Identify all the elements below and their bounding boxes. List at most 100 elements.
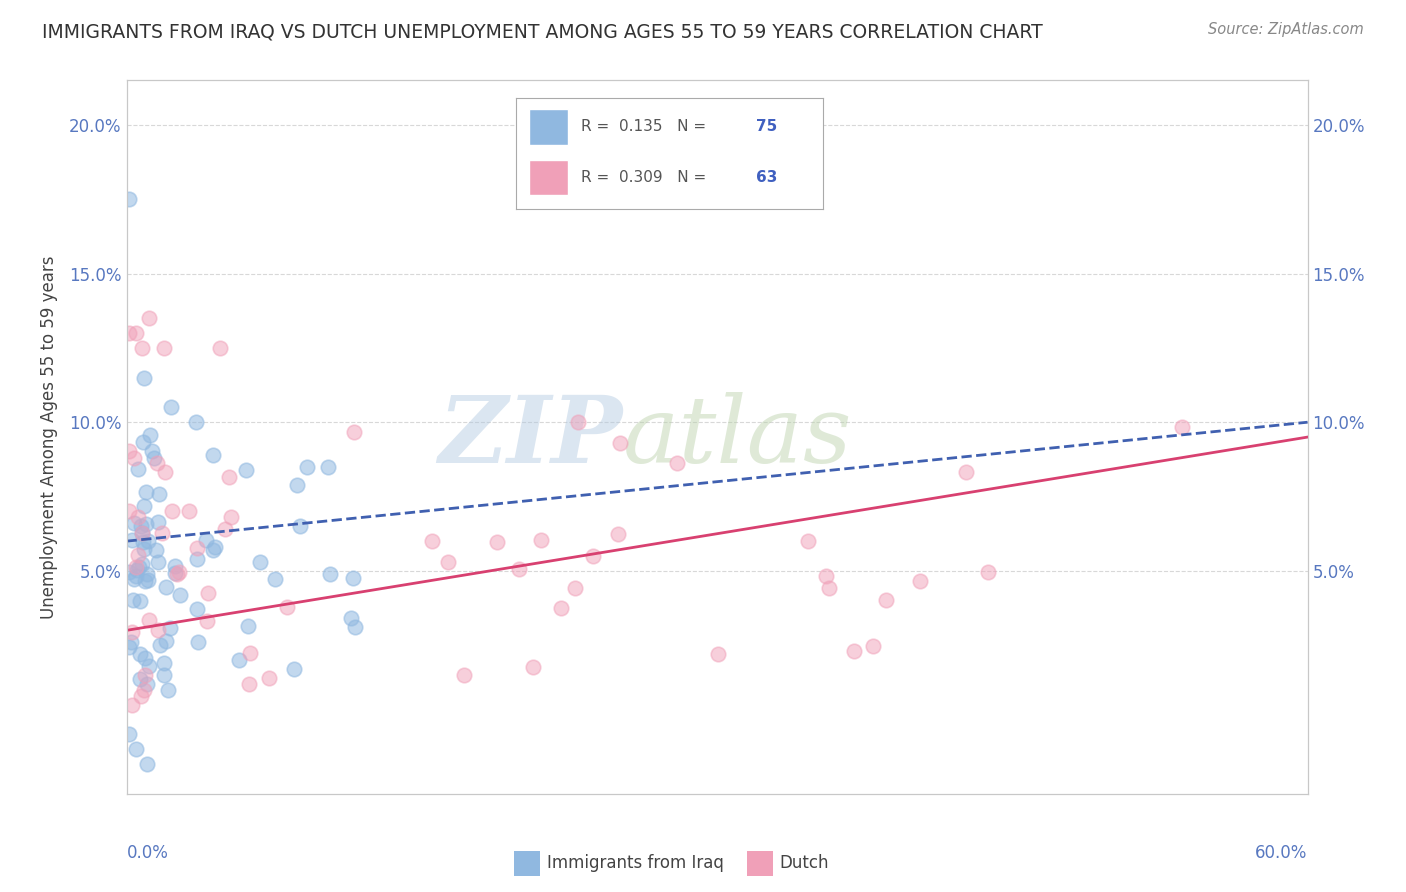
Point	[609, 435, 631, 450]
Y-axis label: Unemployment Among Ages 55 to 59 years: Unemployment Among Ages 55 to 59 years	[39, 255, 58, 619]
Point	[129, 519, 152, 533]
Point	[121, 625, 143, 640]
Point	[437, 555, 460, 569]
Point	[117, 565, 139, 579]
Text: IMMIGRANTS FROM IRAQ VS DUTCH UNEMPLOYMENT AMONG AGES 55 TO 59 YEARS CORRELATION: IMMIGRANTS FROM IRAQ VS DUTCH UNEMPLOYME…	[42, 22, 1043, 41]
Point	[875, 592, 897, 607]
Point	[814, 569, 837, 583]
Point	[522, 660, 544, 674]
Point	[149, 638, 172, 652]
Point	[228, 653, 250, 667]
Point	[340, 611, 363, 625]
Point	[195, 615, 218, 629]
Point	[288, 519, 311, 533]
Point	[134, 682, 156, 697]
Point	[818, 581, 841, 595]
Point	[138, 573, 160, 587]
Text: 60.0%: 60.0%	[1256, 844, 1308, 862]
Point	[177, 504, 200, 518]
Point	[582, 549, 605, 563]
Point	[131, 341, 153, 355]
Point	[125, 742, 148, 756]
Point	[607, 526, 630, 541]
Point	[134, 650, 156, 665]
Point	[197, 586, 219, 600]
Point	[219, 509, 242, 524]
Point	[129, 672, 152, 686]
Point	[249, 555, 271, 569]
Point	[127, 548, 149, 562]
Point	[908, 574, 931, 589]
Point	[129, 594, 152, 608]
Point	[186, 551, 208, 566]
Point	[134, 574, 156, 588]
Point	[136, 757, 159, 772]
Point	[122, 593, 145, 607]
Point	[122, 451, 145, 466]
Point	[160, 504, 183, 518]
Bar	[747, 851, 772, 876]
Point	[169, 588, 191, 602]
Point	[153, 668, 176, 682]
Point	[132, 535, 155, 549]
Point	[319, 566, 342, 581]
Point	[263, 572, 285, 586]
Point	[121, 698, 143, 712]
Point	[134, 541, 156, 556]
Point	[118, 326, 141, 340]
Point	[117, 504, 139, 518]
Point	[122, 572, 145, 586]
Point	[159, 621, 181, 635]
Text: Source: ZipAtlas.com: Source: ZipAtlas.com	[1208, 22, 1364, 37]
Point	[125, 568, 148, 582]
Point	[238, 619, 260, 633]
Point	[194, 533, 217, 547]
Point	[129, 647, 152, 661]
Point	[342, 571, 364, 585]
Text: atlas: atlas	[623, 392, 852, 482]
Point	[420, 534, 443, 549]
Point	[153, 465, 176, 479]
Point	[202, 448, 225, 462]
Point	[156, 682, 179, 697]
Point	[146, 515, 169, 529]
Point	[153, 657, 176, 671]
Point	[564, 581, 586, 595]
Text: Dutch: Dutch	[780, 855, 830, 872]
Point	[239, 646, 262, 660]
Point	[132, 435, 155, 450]
Point	[128, 559, 150, 574]
Point	[508, 561, 530, 575]
Point	[127, 462, 149, 476]
Point	[139, 428, 162, 442]
Point	[1171, 419, 1194, 434]
Point	[160, 401, 183, 415]
Point	[666, 456, 689, 470]
Point	[125, 326, 148, 340]
Point	[138, 659, 160, 673]
Point	[138, 533, 160, 548]
Point	[218, 469, 240, 483]
Point	[285, 478, 308, 492]
Point	[295, 459, 318, 474]
Point	[118, 192, 141, 206]
Point	[124, 559, 146, 574]
Point	[146, 555, 169, 569]
Point	[146, 456, 169, 470]
Point	[283, 662, 305, 676]
Text: ZIP: ZIP	[439, 392, 623, 482]
Bar	[515, 851, 540, 876]
Point	[150, 526, 173, 541]
Point	[131, 526, 153, 541]
Point	[485, 534, 508, 549]
Point	[343, 425, 366, 439]
Point	[141, 444, 163, 458]
Point	[214, 522, 236, 536]
Point	[134, 668, 156, 682]
Point	[135, 485, 157, 500]
Point	[955, 465, 977, 479]
Point	[145, 543, 167, 558]
Point	[138, 613, 160, 627]
Point	[148, 486, 170, 500]
Point	[134, 499, 156, 513]
